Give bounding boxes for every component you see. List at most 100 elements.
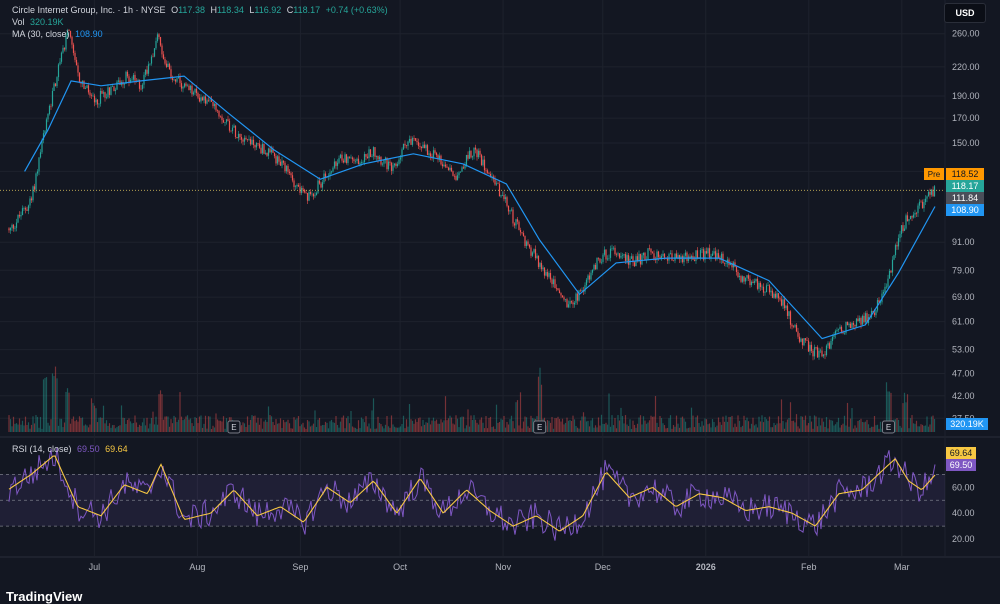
volume-bar	[326, 422, 328, 432]
volume-bar	[452, 423, 454, 432]
candle-body	[215, 103, 217, 111]
volume-bar	[267, 406, 270, 432]
volume-bar	[276, 423, 279, 432]
candle-body	[96, 99, 99, 105]
candle-body	[861, 315, 864, 325]
volume-bar	[384, 424, 387, 432]
candle-body	[770, 290, 772, 293]
volume-bar	[348, 423, 351, 432]
symbol-title[interactable]: Circle Internet Group, Inc. · 1h · NYSE	[12, 5, 166, 15]
volume-bar	[773, 422, 775, 432]
rsi-ma-series-line	[8, 455, 936, 532]
candle-body	[570, 301, 573, 303]
volume-bar	[461, 416, 463, 432]
volume-bar	[579, 420, 582, 432]
ma-label[interactable]: MA (30, close)	[12, 29, 70, 39]
candle-body	[387, 161, 390, 170]
candle-body	[353, 159, 355, 162]
candle-body	[521, 232, 523, 234]
candle-body	[452, 171, 454, 176]
volume-bar	[45, 377, 48, 432]
candle-body	[819, 350, 822, 352]
volume-bar	[159, 390, 162, 432]
volume-bar	[488, 417, 490, 432]
price-tick-label: 47.00	[952, 368, 975, 378]
candle-body	[156, 34, 159, 41]
candle-body	[449, 167, 451, 171]
candle-body	[612, 247, 615, 249]
candle-body	[930, 189, 933, 195]
candle-body	[56, 77, 58, 87]
rsi-label[interactable]: RSI (14, close)	[12, 444, 72, 454]
candle-body	[575, 293, 577, 303]
volume-bar	[813, 415, 816, 432]
volume-bar	[455, 415, 457, 432]
candle-body	[672, 260, 675, 262]
volume-bar	[80, 418, 82, 432]
volume-bar	[912, 423, 915, 432]
time-axis[interactable]: Jul Aug Sep Oct Nov Dec 2026 Feb Mar	[89, 562, 910, 572]
volume-bar	[254, 415, 256, 432]
candle-body	[404, 143, 406, 146]
candle-body	[791, 324, 793, 327]
volume-bar	[476, 422, 478, 432]
candle-body	[746, 275, 748, 278]
volume-bar	[449, 415, 451, 432]
candle-body	[543, 267, 546, 276]
volume-bar	[378, 422, 381, 432]
volume-bar	[194, 417, 196, 432]
volume-bar	[582, 412, 585, 432]
candle-body	[474, 147, 477, 150]
candle-body	[186, 85, 189, 87]
candle-body	[720, 253, 723, 260]
candle-body	[203, 96, 205, 101]
volume-bar	[609, 426, 612, 432]
volume-bar	[908, 428, 910, 432]
candle-body	[774, 293, 777, 298]
candle-body	[884, 286, 886, 293]
candle-body	[708, 248, 711, 258]
price-tick-label: 91.00	[952, 237, 975, 247]
volume-bar	[300, 424, 303, 432]
volume-bar	[626, 424, 628, 432]
volume-bar	[708, 423, 711, 432]
volume-bar	[249, 419, 252, 432]
candle-body	[525, 241, 528, 247]
candle-body	[177, 77, 180, 79]
volume-bar	[752, 417, 754, 432]
volume-bar	[347, 416, 349, 432]
volume-label[interactable]: Vol	[12, 17, 25, 27]
candle-body	[476, 149, 478, 158]
candle-body	[516, 219, 519, 222]
candle-body	[909, 216, 912, 220]
candle-body	[171, 78, 174, 81]
volume-bar	[885, 382, 888, 432]
volume-bar	[246, 416, 249, 432]
price-tick-label: 220.00	[952, 62, 980, 72]
currency-button[interactable]: USD	[944, 3, 986, 23]
candle-body	[425, 145, 427, 149]
candle-body	[626, 255, 628, 261]
candle-body	[650, 248, 652, 253]
volume-bar	[549, 422, 552, 432]
time-tick-label: Nov	[495, 562, 512, 572]
volume-bar	[402, 415, 405, 432]
volume-bar	[182, 420, 184, 432]
candle-body	[488, 172, 490, 174]
candle-body	[687, 256, 690, 261]
candle-body	[26, 209, 28, 211]
candle-body	[636, 256, 639, 261]
candle-body	[537, 255, 540, 267]
candle-body	[489, 173, 492, 178]
candle-body	[330, 171, 333, 173]
volume-bar	[245, 426, 247, 432]
candle-body	[174, 79, 177, 82]
candle-body	[897, 238, 900, 247]
candle-body	[308, 191, 310, 201]
candle-body	[875, 310, 877, 316]
candle-body	[354, 160, 357, 162]
candle-body	[296, 184, 298, 187]
candle-body	[9, 227, 12, 231]
